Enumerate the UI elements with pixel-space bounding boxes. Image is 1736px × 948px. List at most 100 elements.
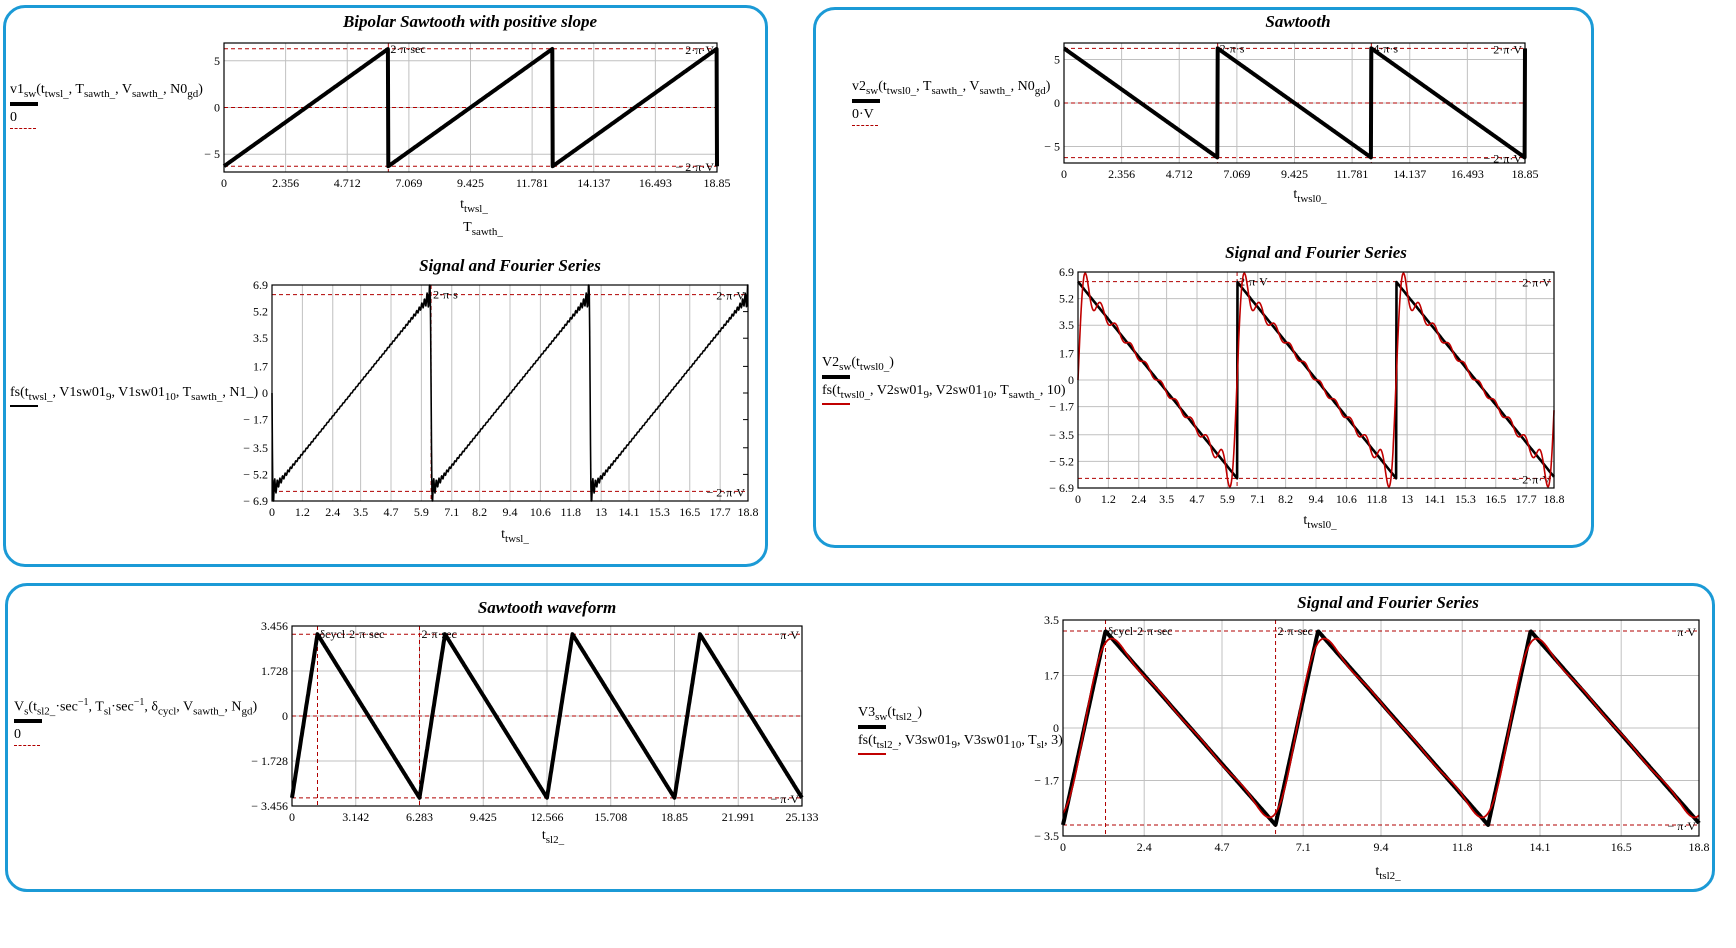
svg-text:− 3.5: − 3.5 [1049, 428, 1074, 442]
svg-text:δcycl·2·π·sec: δcycl·2·π·sec [1108, 624, 1173, 638]
svg-text:− π·V: − π·V [1668, 819, 1697, 833]
legend-c2-signal[interactable]: V3sw(ttsl2_) [858, 705, 922, 723]
x-axis-label-a1: ttwsl_ [460, 197, 488, 215]
svg-text:0: 0 [289, 810, 295, 824]
svg-text:δcycl·2·π·sec: δcycl·2·π·sec [319, 627, 384, 641]
svg-text:− 5.2: − 5.2 [243, 467, 268, 481]
svg-text:15.3: 15.3 [1455, 492, 1476, 506]
svg-text:18.8: 18.8 [738, 505, 759, 519]
svg-text:0: 0 [269, 505, 275, 519]
svg-text:3.5: 3.5 [1059, 318, 1074, 332]
svg-text:2·π·sec: 2·π·sec [421, 627, 456, 641]
svg-text:− 2·π·V: − 2·π·V [707, 485, 746, 499]
chart-title-signal-fourier-b: Signal and Fourier Series [1225, 243, 1407, 262]
svg-text:− 2·π·V: − 2·π·V [1484, 152, 1523, 166]
plot-sawtooth[interactable]: 2·π·V− 2·π·V2·π·s 4·π·s0 2.356 4.712 7.069 9.… [1044, 41, 1538, 181]
svg-text:11.8: 11.8 [560, 505, 581, 519]
chart-title-bipolar-sawtooth: Bipolar Sawtooth with positive slope [342, 12, 598, 31]
svg-text:2·π·V: 2·π·V [1522, 276, 1551, 290]
svg-text:16.493: 16.493 [639, 176, 672, 190]
plot-signal-fourier-c[interactable]: π·V − π·V δcycl·2·π·sec 2·π·sec 0 2.4 4.7 7.1 9.… [1034, 613, 1709, 854]
legend-b1[interactable]: v2sw(ttwsl0_, Tsawth_, Vsawth_, N0gd) 0·… [852, 79, 1050, 130]
legend-a2[interactable]: fs(ttwsl_, V1sw019, V1sw0110, Tsawth_, N… [10, 385, 258, 411]
svg-text:9.425: 9.425 [1281, 167, 1308, 181]
legend-c2[interactable]: V3sw(ttsl2_) fs(ttsl2_, V3sw019, V3sw011… [858, 705, 1063, 759]
x-axis-label-a2: ttwsl_ [501, 527, 529, 545]
svg-text:2·π·sec: 2·π·sec [1278, 624, 1313, 638]
svg-text:− π·V: − π·V [771, 792, 800, 806]
svg-text:− 1.7: − 1.7 [1034, 773, 1059, 787]
legend-b1-marker-label[interactable]: 0·V [852, 106, 874, 122]
svg-text:15.3: 15.3 [649, 505, 670, 519]
svg-text:− 3.5: − 3.5 [1034, 829, 1059, 843]
svg-text:2·π·V: 2·π·V [716, 289, 745, 303]
svg-text:17.7: 17.7 [1516, 492, 1537, 506]
svg-text:18.8: 18.8 [1544, 492, 1565, 506]
svg-text:14.1: 14.1 [1530, 840, 1551, 854]
svg-text:7.069: 7.069 [395, 176, 422, 190]
legend-c2-fourier[interactable]: fs(ttsl2_, V3sw019, V3sw0110, Tsl, 3) [858, 732, 1063, 751]
legend-b2-fourier[interactable]: fs(ttwsl0_, V2sw019, V2sw0110, Tsawth_, … [822, 382, 1066, 401]
svg-text:1.2: 1.2 [295, 505, 310, 519]
legend-c1[interactable]: Vs(tsl2_·sec−1, Tsl·sec−1, δcycl, Vsawth… [14, 697, 257, 750]
svg-text:6.9: 6.9 [253, 278, 268, 292]
svg-text:18.8: 18.8 [1689, 840, 1710, 854]
legend-b1-expression[interactable]: v2sw(ttwsl0_, Tsawth_, Vsawth_, N0gd) [852, 79, 1051, 97]
svg-text:10.6: 10.6 [1336, 492, 1357, 506]
svg-text:5.2: 5.2 [1059, 292, 1074, 306]
svg-text:14.137: 14.137 [1393, 167, 1426, 181]
svg-text:12.566: 12.566 [530, 810, 563, 824]
svg-text:5: 5 [214, 54, 220, 68]
legend-a2-expression[interactable]: fs(ttwsl_, V1sw019, V1sw0110, Tsawth_, N… [10, 385, 259, 403]
legend-a1[interactable]: v1sw(ttwsl_, Tsawth_, Vsawth_, N0gd) 0 [10, 82, 203, 133]
svg-text:7.069: 7.069 [1223, 167, 1250, 181]
svg-text:15.708: 15.708 [594, 810, 627, 824]
svg-text:17.7: 17.7 [710, 505, 731, 519]
x-axis-label-b2: ttwsl0_ [1303, 513, 1337, 531]
legend-c1-marker-label[interactable]: 0 [14, 727, 21, 743]
svg-text:9.4: 9.4 [1309, 492, 1324, 506]
worksheet-region-sawtooth [813, 7, 1594, 548]
svg-text:0: 0 [214, 101, 220, 115]
legend-swatch-solid [10, 404, 38, 407]
svg-text:13: 13 [595, 505, 607, 519]
svg-text:4.712: 4.712 [1166, 167, 1193, 181]
svg-text:2.4: 2.4 [1137, 840, 1152, 854]
plot-sawtooth-waveform[interactable]: π·V − π·V δcycl·2·π·sec 2·π·sec 0 3.142 6.283 9… [251, 619, 818, 824]
svg-text:4.712: 4.712 [334, 176, 361, 190]
svg-text:5.2: 5.2 [253, 305, 268, 319]
legend-swatch-dashed [14, 745, 40, 747]
svg-text:0: 0 [262, 386, 268, 400]
svg-text:− 5: − 5 [204, 147, 220, 161]
legend-b2[interactable]: V2sw(ttwsl0_) fs(ttwsl0_, V2sw019, V2sw0… [822, 355, 1066, 409]
x-axis-label-c1: tsl2_ [541, 828, 565, 846]
svg-text:1.728: 1.728 [261, 664, 288, 678]
x-axis-label-b1: ttwsl0_ [1293, 187, 1327, 205]
svg-text:− 2·π·V: − 2·π·V [1513, 472, 1552, 486]
svg-text:3.5: 3.5 [1044, 613, 1059, 627]
legend-b2-signal[interactable]: V2sw(ttwsl0_) [822, 355, 894, 373]
svg-text:0: 0 [1060, 840, 1066, 854]
svg-text:7.1: 7.1 [1250, 492, 1265, 506]
svg-text:2·π·V: 2·π·V [1493, 42, 1522, 56]
svg-text:5.9: 5.9 [414, 505, 429, 519]
legend-swatch-fourier [822, 402, 850, 405]
svg-text:1.2: 1.2 [1101, 492, 1116, 506]
worksheet-region-bipolar-sawtooth [3, 5, 768, 567]
svg-text:9.4: 9.4 [503, 505, 518, 519]
legend-a1-expression[interactable]: v1sw(ttwsl_, Tsawth_, Vsawth_, N0gd) [10, 82, 203, 100]
plot-signal-fourier-b[interactable]: 2·π·V− 2·π·V2·π·V0 1.2 2.4 3.5 4.7 5.9 7.1 8.2 9… [1049, 265, 1564, 506]
legend-swatch-signal [858, 724, 886, 729]
svg-text:0: 0 [1068, 373, 1074, 387]
legend-swatch-signal [822, 374, 850, 379]
plot-bipolar-sawtooth[interactable]: 2·π·V − 2·π·V 2·π·sec 0 2.356 4.712 7.069 9.425… [204, 42, 730, 190]
svg-text:18.85: 18.85 [704, 176, 731, 190]
svg-text:11.8: 11.8 [1366, 492, 1387, 506]
svg-text:π·V: π·V [1677, 625, 1696, 639]
legend-c1-expression[interactable]: Vs(tsl2_·sec−1, Tsl·sec−1, δcycl, Vsawth… [14, 697, 258, 718]
plot-signal-fourier-a[interactable]: 2·π·V − 2·π·V 2·π·s 0 1.2 2.4 3.5 4.7 5.9 7.1 8.2 9… [243, 278, 758, 519]
chart-title-signal-fourier-a: Signal and Fourier Series [419, 256, 601, 275]
svg-text:6.283: 6.283 [406, 810, 433, 824]
legend-a1-marker-label[interactable]: 0 [10, 109, 17, 125]
svg-text:− 6.9: − 6.9 [243, 494, 268, 508]
